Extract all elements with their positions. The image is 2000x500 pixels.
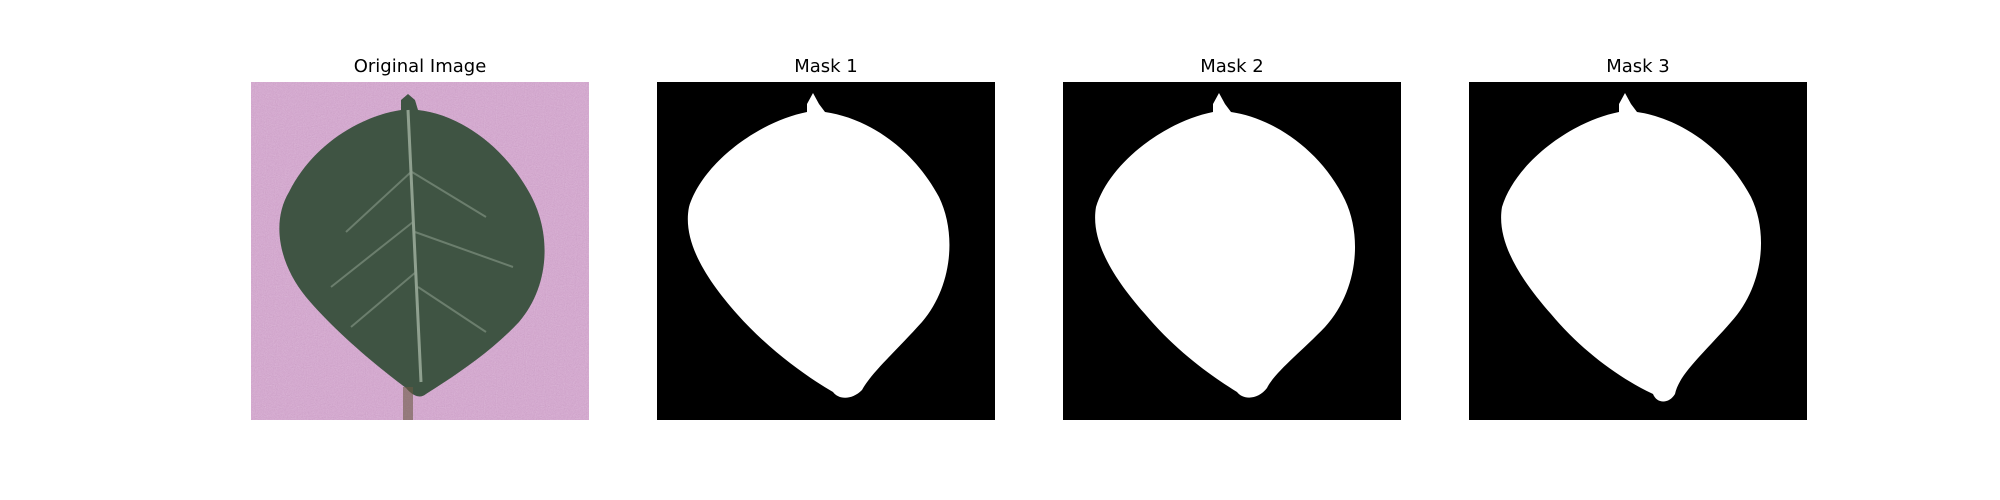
mask-3-image bbox=[1469, 82, 1807, 420]
panel-title-mask-3: Mask 3 bbox=[1606, 56, 1670, 77]
panel-original-image: Original Image bbox=[251, 52, 589, 420]
mask-2-image bbox=[1063, 82, 1401, 420]
panel-mask-1: Mask 1 bbox=[657, 52, 995, 420]
panel-title-mask-1: Mask 1 bbox=[794, 56, 858, 77]
leaf bbox=[279, 94, 545, 397]
stem-bottom bbox=[403, 387, 413, 420]
mask-shape bbox=[687, 93, 950, 398]
panel-title-original-image: Original Image bbox=[353, 56, 487, 77]
mask-shape bbox=[1095, 93, 1356, 398]
original-image bbox=[251, 82, 589, 420]
panel-mask-2: Mask 2 bbox=[1063, 52, 1401, 420]
leaf-veins bbox=[330, 171, 514, 333]
mask-shape bbox=[1501, 93, 1762, 402]
panel-mask-3: Mask 3 bbox=[1469, 52, 1807, 420]
leaf-midrib bbox=[406, 109, 423, 383]
mask-1-image bbox=[657, 82, 995, 420]
panel-title-mask-2: Mask 2 bbox=[1200, 56, 1264, 77]
